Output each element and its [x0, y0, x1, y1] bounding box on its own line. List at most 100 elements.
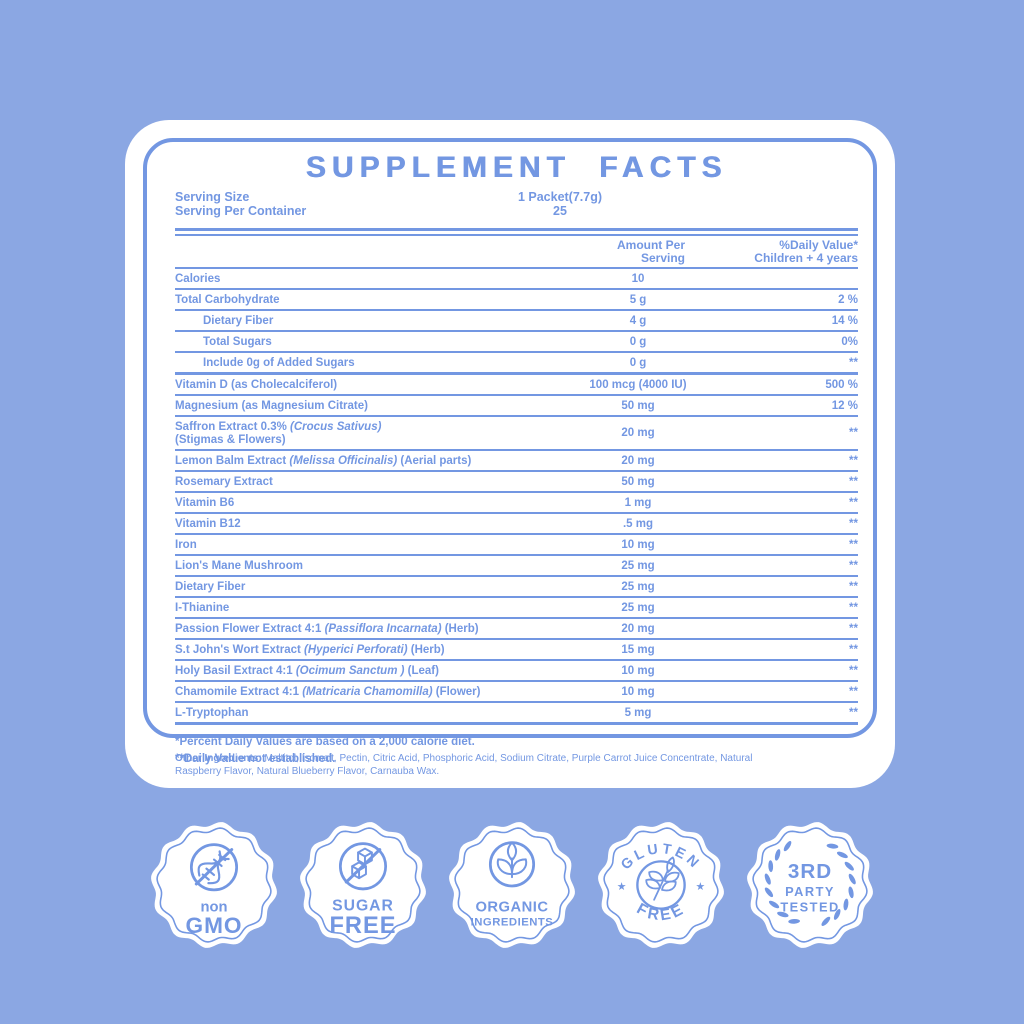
- table-row: Total Carbohydrate 5 g 2 %: [175, 290, 858, 311]
- ingredient-daily-value: 500 %: [825, 378, 858, 391]
- ingredient-daily-value: **: [849, 454, 858, 467]
- ingredient-name: Saffron Extract 0.3% (Crocus Sativus) (St…: [175, 420, 382, 446]
- badge-text-organic: ORGANIC: [475, 900, 548, 916]
- table-row: Rosemary Extract 50 mg **: [175, 472, 858, 493]
- ingredient-name: Iron: [175, 538, 197, 551]
- table-row: Include 0g of Added Sugars 0 g **: [175, 353, 858, 375]
- badge-text-gmo: GMO: [186, 913, 243, 938]
- badge-inner-wavy-ring: [454, 827, 570, 943]
- ingredient-daily-value: 14 %: [831, 314, 858, 327]
- ingredient-amount: 50 mg: [621, 475, 655, 488]
- ingredient-daily-value: 12 %: [831, 399, 858, 412]
- badge-text-3rd: 3RD: [788, 860, 832, 883]
- badge-non-gmo: non GMO: [150, 820, 278, 950]
- ingredient-amount: 0 g: [629, 335, 647, 348]
- ingredient-name: Passion Flower Extract 4:1 (Passiflora I…: [175, 622, 479, 635]
- ingredient-name: Vitamin B12: [175, 517, 241, 530]
- badge-inner-wavy-ring: [156, 827, 272, 943]
- ingredient-amount: 1 mg: [624, 496, 652, 509]
- other-ingredients-label: Other Ingredients:: [175, 753, 262, 764]
- badge-text-tested: TESTED: [780, 900, 839, 915]
- ingredient-amount: 20 mg: [621, 622, 655, 635]
- table-row: Dietary Fiber 4 g 14 %: [175, 311, 858, 332]
- supplement-facts-card: SUPPLEMENT FACTS Serving Size Serving Pe…: [125, 120, 895, 788]
- ingredient-name: Holy Basil Extract 4:1 (Ocimum Sanctum )…: [175, 664, 439, 677]
- ingredient-name: Dietary Fiber: [175, 580, 246, 593]
- star-icon: ★: [696, 881, 706, 893]
- footnote-dv-not-established: **Daily Value not established.: [175, 753, 336, 765]
- ingredient-daily-value: **: [849, 559, 858, 572]
- ingredient-amount: 20 mg: [621, 454, 655, 467]
- daily-value-header: %Daily Value* Children + 4 years: [754, 238, 858, 265]
- plant-leaves-icon: [488, 841, 536, 888]
- ingredient-amount: 25 mg: [621, 580, 655, 593]
- table-row: Holy Basil Extract 4:1 (Ocimum Sanctum )…: [175, 661, 858, 682]
- ingredient-name: Magnesium (as Magnesium Citrate): [175, 399, 368, 412]
- ingredient-name: Lemon Balm Extract (Melissa Officinalis)…: [175, 454, 472, 467]
- ingredient-amount: 10 mg: [621, 685, 655, 698]
- footnote-daily-values: *Percent Daily Values are based on a 2,0…: [175, 736, 475, 748]
- table-row: Magnesium (as Magnesium Citrate) 50 mg 1…: [175, 396, 858, 417]
- table-row: Calories 10: [175, 269, 858, 290]
- dna-crossed-icon: [189, 843, 239, 892]
- ingredient-amount: 10 mg: [621, 538, 655, 551]
- badge-gluten-free: ★ ★ GLUTEN FREE: [597, 820, 725, 950]
- ingredient-name: I-Thianine: [175, 601, 230, 614]
- ingredient-name: Dietary Fiber: [203, 314, 274, 327]
- badge-text-non: non: [200, 900, 227, 916]
- table-row: L-Tryptophan 5 mg **: [175, 703, 858, 725]
- badge-text-sugar: SUGAR: [332, 898, 394, 915]
- ingredient-daily-value: **: [849, 643, 858, 656]
- ingredient-name: Total Carbohydrate: [175, 293, 280, 306]
- table-row: S.t John's Wort Extract (Hyperici Perfor…: [175, 640, 858, 661]
- badge-inner-wavy-ring: [305, 827, 421, 943]
- ingredient-amount: 20 mg: [621, 427, 655, 439]
- badge-text-ingredients: INGREDIENTS: [471, 916, 554, 928]
- ingredient-amount: 4 g: [629, 314, 647, 327]
- facts-rows: Calories 10 Total Carbohydrate 5 g 2 % D…: [175, 269, 858, 725]
- ingredient-name: S.t John's Wort Extract (Hyperici Perfor…: [175, 643, 445, 656]
- badge-inner-wavy-ring: [603, 827, 719, 943]
- serving-size-label: Serving Size: [175, 190, 250, 204]
- serving-info: Serving Size Serving Per Container 1 Pac…: [175, 190, 858, 224]
- ingredient-name: Total Sugars: [203, 335, 272, 348]
- star-icon: ★: [617, 881, 627, 893]
- ingredient-name: Chamomile Extract 4:1 (Matricaria Chamom…: [175, 685, 481, 698]
- badge-inner-wavy-ring: [752, 827, 868, 943]
- badge-text-party: PARTY: [785, 884, 835, 899]
- certification-badges: non GMO SUGAR FREE: [150, 820, 874, 950]
- table-row: Iron 10 mg **: [175, 535, 858, 556]
- other-ingredients-text: Maltitol, Isomalt, Pectin, Citric Acid, …: [175, 753, 753, 777]
- ingredient-amount: 5 mg: [624, 706, 652, 719]
- serving-per-container-value: 25: [553, 204, 567, 218]
- table-row: Passion Flower Extract 4:1 (Passiflora I…: [175, 619, 858, 640]
- ingredient-amount: 100 mcg (4000 IU): [589, 378, 687, 391]
- serving-size-value: 1 Packet(7.7g): [517, 190, 603, 204]
- ingredient-daily-value: **: [849, 706, 858, 719]
- amount-per-serving-header: Amount Per Serving: [616, 238, 685, 265]
- ingredient-daily-value: **: [849, 427, 858, 439]
- table-row: I-Thianine 25 mg **: [175, 598, 858, 619]
- table-row: Saffron Extract 0.3% (Crocus Sativus) (St…: [175, 417, 858, 451]
- table-row: Dietary Fiber 25 mg **: [175, 577, 858, 598]
- ingredient-daily-value: 0%: [841, 335, 858, 348]
- ingredient-name: Calories: [175, 272, 221, 285]
- ingredient-daily-value: **: [849, 517, 858, 530]
- ingredient-amount: 15 mg: [621, 643, 655, 656]
- page-title: SUPPLEMENT FACTS: [305, 151, 728, 184]
- ingredient-daily-value: **: [849, 580, 858, 593]
- facts-panel-border: SUPPLEMENT FACTS Serving Size Serving Pe…: [143, 138, 877, 765]
- laurel-wreath-icon: [764, 840, 856, 926]
- table-row: Vitamin B12 .5 mg **: [175, 514, 858, 535]
- ingredient-daily-value: **: [849, 664, 858, 677]
- ingredient-daily-value: **: [849, 356, 858, 369]
- badge-scallop-shape: [151, 822, 277, 948]
- ingredient-amount: 5 g: [629, 293, 647, 306]
- ingredient-daily-value: **: [849, 622, 858, 635]
- badge-organic-ingredients: ORGANIC INGREDIENTS: [448, 820, 576, 950]
- divider-double-rule: [175, 228, 858, 236]
- ingredient-name: Rosemary Extract: [175, 475, 273, 488]
- ingredient-daily-value: **: [849, 538, 858, 551]
- table-row: Chamomile Extract 4:1 (Matricaria Chamom…: [175, 682, 858, 703]
